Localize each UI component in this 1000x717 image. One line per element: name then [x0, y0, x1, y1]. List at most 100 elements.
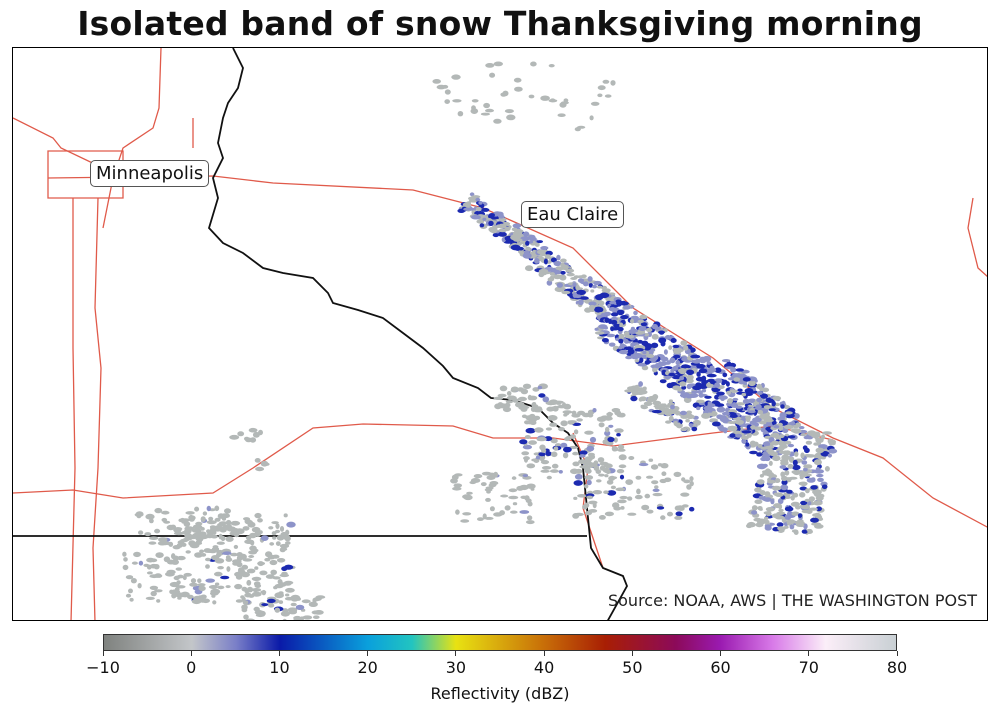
radar-echo [599, 300, 605, 306]
radar-echo [549, 422, 558, 427]
radar-echo [584, 468, 592, 474]
radar-echo [214, 582, 220, 586]
radar-echo [230, 520, 241, 526]
radar-echo [761, 387, 770, 393]
radar-echo [796, 523, 805, 527]
radar-echo [815, 467, 821, 472]
colorbar-tick-label: 80 [886, 658, 908, 677]
radar-echo [744, 392, 753, 396]
radar-echo [244, 589, 250, 594]
radar-echo [586, 479, 592, 486]
radar-echo [217, 585, 225, 590]
radar-echo [685, 394, 694, 399]
radar-echo [560, 258, 567, 263]
radar-echo [765, 507, 776, 512]
radar-echo [627, 496, 633, 501]
radar-echo [521, 451, 530, 456]
radar-echo [273, 585, 278, 590]
colorbar-tick [190, 651, 192, 656]
radar-echo [793, 413, 800, 419]
radar-echo [773, 492, 782, 497]
radar-echo [686, 410, 692, 415]
city-label-eau-claire: Eau Claire [521, 201, 625, 228]
radar-echo [230, 552, 239, 557]
radar-echo [598, 515, 606, 520]
radar-echo [285, 541, 291, 545]
radar-echo [563, 413, 568, 417]
radar-echo [519, 510, 530, 514]
radar-echo [633, 310, 638, 316]
radar-echo [651, 323, 658, 330]
radar-echo [584, 430, 594, 435]
radar-echo [169, 589, 174, 594]
radar-echo [680, 427, 688, 432]
radar-echo [255, 466, 265, 472]
colorbar-tick-label: 50 [622, 658, 643, 677]
radar-echo [604, 511, 615, 517]
radar-echo [582, 504, 588, 510]
radar-echo [177, 596, 182, 600]
radar-echo [698, 368, 708, 374]
colorbar-tick [278, 651, 280, 656]
radar-echo [735, 402, 746, 406]
radar-echo [806, 528, 813, 533]
radar-echo [603, 326, 608, 330]
radar-echo [564, 436, 571, 442]
radar-echo [642, 386, 647, 391]
radar-echo [245, 535, 252, 540]
radar-echo [784, 470, 790, 476]
radar-echo [668, 372, 676, 377]
radar-echo [770, 498, 775, 505]
radar-echo [506, 391, 512, 396]
radar-echo [473, 474, 483, 479]
radar-echo [631, 391, 640, 396]
radar-echo [618, 444, 625, 450]
radar-echo [508, 495, 519, 500]
radar-echo [155, 552, 164, 558]
radar-echo [780, 484, 789, 491]
radar-echo [760, 393, 768, 399]
radar-echo [670, 338, 677, 343]
radar-echo [243, 614, 249, 620]
radar-echo [651, 342, 659, 348]
radar-echo [222, 551, 232, 555]
radar-echo [670, 368, 675, 374]
radar-map[interactable]: Minneapolis Eau Claire Source: NOAA, AWS… [12, 47, 988, 621]
radar-echo [787, 435, 796, 439]
radar-echo [753, 426, 762, 431]
radar-echo [681, 504, 689, 508]
radar-echo [804, 473, 812, 477]
radar-echo [685, 413, 693, 419]
radar-echo [471, 99, 479, 103]
radar-echo [765, 510, 772, 517]
radar-echo [603, 463, 613, 469]
radar-echo [544, 254, 551, 258]
radar-echo [798, 426, 805, 430]
radar-echo [587, 276, 593, 282]
radar-echo [637, 339, 644, 344]
radar-echo [724, 366, 735, 370]
radar-echo [241, 596, 246, 602]
radar-echo [703, 405, 713, 411]
radar-echo [718, 395, 728, 400]
radar-echo [675, 511, 683, 517]
radar-echo [658, 330, 665, 334]
radar-echo [818, 493, 825, 499]
radar-echo [652, 492, 663, 497]
radar-echo [533, 415, 541, 421]
radar-echo [191, 598, 202, 605]
radar-echo [727, 421, 736, 424]
radar-echo [741, 439, 747, 444]
radar-echo [131, 561, 138, 565]
radar-echo [208, 516, 214, 521]
radar-echo [756, 479, 765, 485]
radar-echo [257, 518, 263, 523]
radar-echo [183, 521, 191, 527]
colorbar-tick-label: 20 [357, 658, 378, 677]
radar-echo [526, 463, 536, 469]
radar-echo [573, 480, 583, 486]
radar-echo [755, 522, 764, 528]
radar-echo [516, 242, 522, 246]
radar-echo [498, 223, 507, 229]
radar-echo [504, 505, 511, 511]
